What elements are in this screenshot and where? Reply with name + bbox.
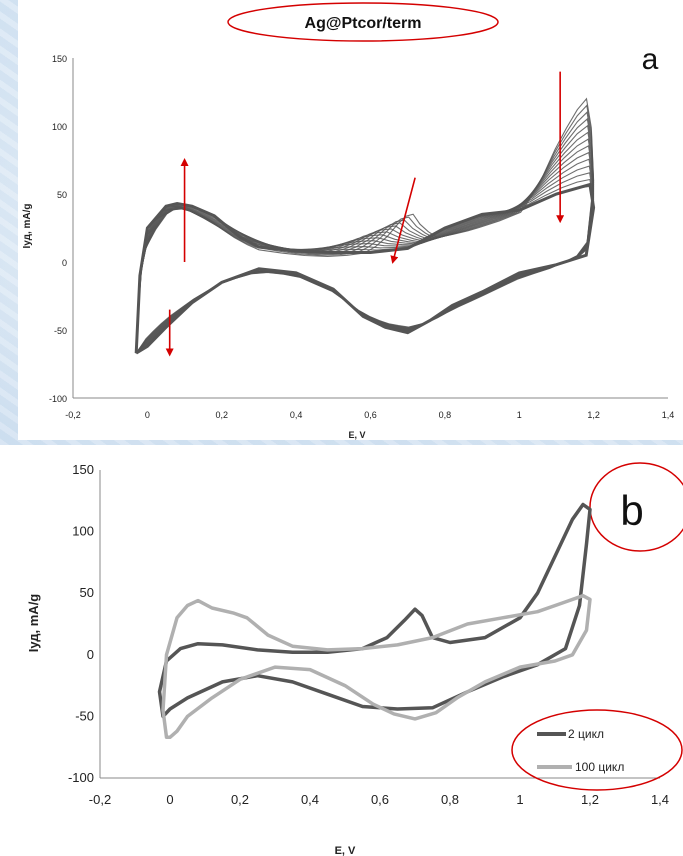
chart-b-ylabel: Iуд, mA/g bbox=[26, 594, 41, 653]
chart-b-x-tick-label: -0,2 bbox=[89, 792, 111, 807]
chart-a-cycle-curve bbox=[135, 165, 595, 354]
chart-a-x-tick-label: 0,4 bbox=[290, 410, 303, 420]
chart-b-x-tick-label: 1,4 bbox=[651, 792, 669, 807]
legend-highlight-ellipse bbox=[511, 709, 683, 791]
chart-a-y-tick-label: -50 bbox=[54, 326, 67, 336]
chart-b-y-tick-label: 0 bbox=[87, 647, 94, 662]
panel-label-ellipse bbox=[589, 462, 683, 552]
chart-b-xlabel: E, V bbox=[335, 845, 356, 856]
chart-a-x-tick-label: 1,2 bbox=[587, 410, 600, 420]
chart-a-ylabel: Iуд, mA/g bbox=[22, 204, 33, 249]
chart-a-x-tick-label: 0,8 bbox=[439, 410, 452, 420]
chart-a-y-tick-label: 50 bbox=[57, 190, 67, 200]
legend-label-2-cycle: 2 цикл bbox=[568, 727, 604, 741]
chart-panel-b: b Iуд, mA/g E, V -100 -50 0 50 100 150 -0,2 0 0,… bbox=[0, 445, 683, 856]
chart-b-x-tick-label: 1 bbox=[516, 792, 523, 807]
chart-b-y-tick-label: 50 bbox=[80, 585, 94, 600]
chart-b-legend: 2 цикл 100 цикл bbox=[511, 709, 683, 791]
legend-label-100-cycle: 100 цикл bbox=[575, 760, 624, 774]
chart-a-x-tick-label: 0,2 bbox=[215, 410, 228, 420]
chart-b-y-tick-label: 100 bbox=[72, 524, 94, 539]
chart-a-cycle-curve bbox=[135, 178, 595, 354]
chart-b-series-2-cycle bbox=[157, 502, 592, 719]
chart-a-cycle-curve bbox=[135, 124, 595, 354]
chart-a-svg: Ag@Ptcor/term a Iуд, mA/g E, V -100 -50 0 5… bbox=[22, 2, 675, 440]
chart-b-y-tick-label: 150 bbox=[72, 462, 94, 477]
chart-b-y-tick-label: -50 bbox=[75, 708, 94, 723]
title-highlight-ellipse bbox=[227, 2, 499, 42]
chart-a-x-tick-label: 0,6 bbox=[364, 410, 377, 420]
chart-b-x-tick-label: 0,4 bbox=[301, 792, 319, 807]
panel-label-a: a bbox=[642, 43, 659, 76]
chart-a-xlabel: E, V bbox=[348, 430, 365, 440]
chart-b-x-tick-label: 1,2 bbox=[581, 792, 599, 807]
chart-b-series-100-cycle bbox=[161, 593, 592, 740]
chart-a-y-tick-label: 100 bbox=[52, 122, 67, 132]
chart-a-cycle-curve bbox=[135, 158, 595, 354]
chart-a-x-tick-label: 1 bbox=[517, 410, 522, 420]
chart-a-x-tick-label: 0 bbox=[145, 410, 150, 420]
chart-a-cycle-curve bbox=[135, 131, 595, 354]
panel-label-b: b bbox=[620, 487, 643, 534]
chart-b-x-tick-label: 0,2 bbox=[231, 792, 249, 807]
chart-a-y-tick-label: 150 bbox=[52, 54, 67, 64]
chart-panel-a: Ag@Ptcor/term a Iуд, mA/g E, V -100 -50 0 5… bbox=[18, 0, 683, 440]
chart-a-trend-arrow bbox=[390, 177, 416, 264]
chart-a-x-tick-label: -0,2 bbox=[65, 410, 81, 420]
chart-a-y-tick-label: 0 bbox=[62, 258, 67, 268]
chart-a-y-tick-label: -100 bbox=[49, 394, 67, 404]
chart-a-last-cycle-curve bbox=[134, 182, 596, 355]
chart-b-x-tick-label: 0 bbox=[166, 792, 173, 807]
chart-a-title: Ag@Ptcor/term bbox=[305, 15, 422, 32]
chart-a-x-tick-label: 1,4 bbox=[662, 410, 675, 420]
chart-b-x-tick-label: 0,8 bbox=[441, 792, 459, 807]
chart-b-x-tick-label: 0,6 bbox=[371, 792, 389, 807]
chart-b-y-tick-label: -100 bbox=[68, 770, 94, 785]
chart-b-svg: b Iуд, mA/g E, V -100 -50 0 50 100 150 -0,2 0 0,… bbox=[26, 462, 683, 856]
